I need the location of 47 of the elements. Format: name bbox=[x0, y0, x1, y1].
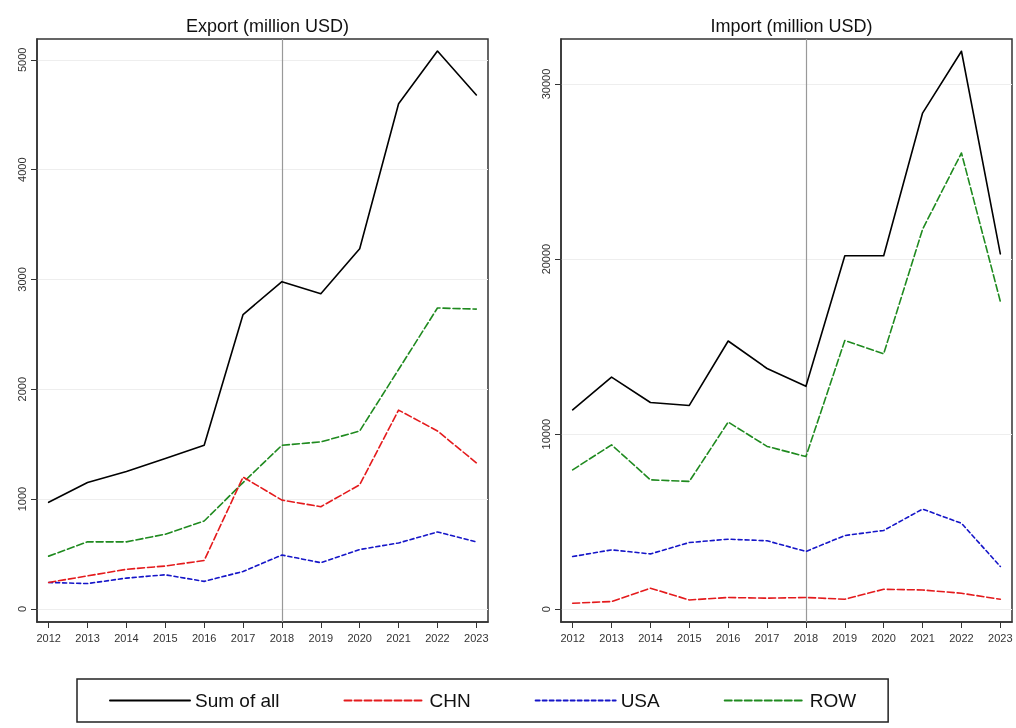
x-tick-label: 2015 bbox=[153, 631, 178, 644]
chart-title: Import (million USD) bbox=[710, 16, 873, 36]
legend-label: ROW bbox=[809, 690, 857, 711]
y-tick-label: 0 bbox=[539, 606, 552, 613]
x-tick-label: 2016 bbox=[191, 631, 217, 644]
legend-label: CHN bbox=[429, 690, 471, 711]
y-tick-label: 1000 bbox=[15, 486, 28, 512]
y-tick-label: 10000 bbox=[539, 418, 552, 450]
y-tick-label: 3000 bbox=[15, 267, 28, 292]
x-tick-label: 2018 bbox=[269, 631, 295, 644]
x-tick-label: 2012 bbox=[560, 631, 585, 644]
x-tick-label: 2017 bbox=[230, 631, 256, 644]
x-tick-label: 2019 bbox=[832, 631, 858, 644]
line-series bbox=[571, 587, 1002, 605]
line-series bbox=[571, 50, 1002, 411]
x-tick-label: 2020 bbox=[347, 631, 372, 644]
line-series bbox=[47, 307, 478, 557]
x-tick-label: 2014 bbox=[638, 631, 663, 644]
y-tick-label: 4000 bbox=[15, 157, 28, 182]
x-tick-label: 2015 bbox=[677, 631, 702, 644]
y-tick-label: 30000 bbox=[539, 68, 552, 100]
x-tick-label: 2018 bbox=[793, 631, 819, 644]
x-tick-label: 2013 bbox=[75, 631, 100, 644]
y-tick-label: 5000 bbox=[15, 47, 28, 73]
legend-label: USA bbox=[620, 690, 661, 711]
y-tick-label: 2000 bbox=[15, 377, 28, 402]
x-tick-label: 2023 bbox=[464, 631, 489, 644]
line-series bbox=[47, 50, 478, 504]
x-tick-label: 2021 bbox=[910, 631, 935, 644]
line-series bbox=[47, 409, 478, 584]
x-tick-label: 2022 bbox=[949, 631, 974, 644]
x-tick-label: 2016 bbox=[715, 631, 741, 644]
y-tick-label: 0 bbox=[15, 605, 28, 612]
x-tick-label: 2020 bbox=[871, 631, 896, 644]
y-tick-label: 20000 bbox=[539, 243, 552, 275]
x-tick-label: 2019 bbox=[308, 631, 334, 644]
line-series bbox=[571, 508, 1002, 568]
x-tick-label: 2023 bbox=[988, 631, 1013, 644]
x-tick-label: 2021 bbox=[386, 631, 411, 644]
legend-label: Sum of all bbox=[195, 690, 280, 711]
line-series bbox=[571, 152, 1002, 483]
x-tick-label: 2022 bbox=[425, 631, 450, 644]
x-tick-label: 2012 bbox=[36, 631, 61, 644]
x-tick-label: 2017 bbox=[754, 631, 780, 644]
chart-title: Export (million USD) bbox=[185, 16, 350, 36]
x-tick-label: 2014 bbox=[114, 631, 139, 644]
x-tick-label: 2013 bbox=[599, 631, 624, 644]
